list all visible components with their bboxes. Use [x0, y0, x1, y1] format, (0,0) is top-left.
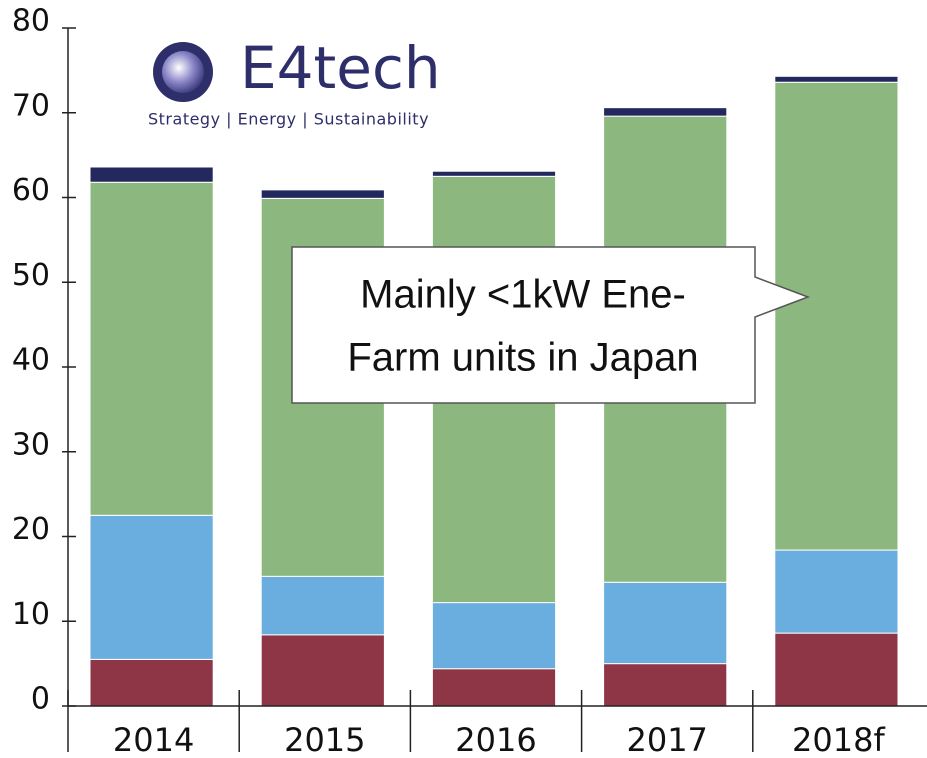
bar-segment [89, 514, 214, 660]
bar-segment [431, 668, 557, 707]
bar-segment [431, 602, 557, 670]
bar-segment [89, 166, 214, 183]
bar-segment [774, 75, 899, 83]
y-tick-label: 0 [31, 682, 50, 717]
x-tick-label: 2017 [626, 721, 707, 758]
y-tick-label: 50 [12, 258, 50, 293]
callout: Mainly <1kW Ene- Farm units in Japan [291, 246, 811, 404]
callout-box [291, 246, 811, 404]
bar-segment [260, 634, 385, 707]
x-tick-label: 2014 [113, 721, 194, 758]
y-tick-label: 40 [12, 343, 50, 378]
y-tick-label: 30 [12, 427, 50, 462]
logo-orb [162, 51, 204, 93]
y-tick-label: 60 [12, 173, 50, 208]
bar-segment [774, 549, 899, 634]
bar-segment [603, 663, 728, 707]
logo: E4tech Strategy | Energy | Sustainabilit… [148, 34, 441, 128]
bar-segment [603, 581, 728, 665]
callout-text: Mainly <1kW Ene- [360, 273, 686, 317]
logo-name: E4tech [240, 34, 441, 102]
bar-segment [89, 658, 214, 707]
bar-segment [89, 181, 214, 516]
y-tick-label: 70 [12, 88, 50, 123]
y-tick-label: 80 [12, 4, 50, 39]
bar-segment [260, 575, 385, 636]
bar-segment [774, 81, 899, 551]
bar-segment [431, 170, 557, 177]
bar-segment [603, 107, 728, 117]
x-tick-label: 2016 [455, 721, 536, 758]
y-tick-label: 10 [12, 597, 50, 632]
x-tick-label: 2018f [792, 721, 885, 758]
bar-segment [774, 632, 899, 707]
callout-text: Farm units in Japan [347, 336, 698, 380]
x-tick-label: 2015 [284, 721, 365, 758]
y-tick-label: 20 [12, 512, 50, 547]
logo-tagline: Strategy | Energy | Sustainability [148, 110, 429, 129]
bar-segment [260, 189, 385, 199]
